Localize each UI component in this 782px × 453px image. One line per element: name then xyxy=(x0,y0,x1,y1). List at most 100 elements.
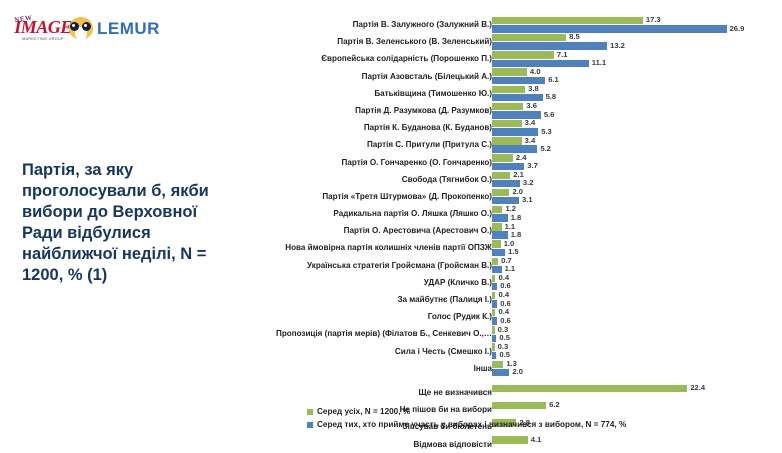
legend-label-all: Серед усіх, N = 1200, % xyxy=(317,407,411,416)
bar-blue xyxy=(492,300,498,308)
bar-value-label: 2.0 xyxy=(512,187,523,197)
category-label: Партія В. Залужного (Залужний В.) xyxy=(352,20,492,29)
bar-value-label: 1.8 xyxy=(510,229,522,239)
category-label: Європейська солідарність (Порошенко П.) xyxy=(321,54,492,64)
bar-group: 2.0 3.1 xyxy=(492,187,782,205)
bar-wrapper: 0.3 xyxy=(492,325,782,334)
bar-group: 1.2 1.8 xyxy=(492,204,782,222)
bar-value-label: 1.1 xyxy=(504,221,516,231)
bar-group: 17.3 26.9 xyxy=(492,15,782,33)
bar-blue xyxy=(492,265,502,274)
bar-value-label: 0.6 xyxy=(500,298,511,308)
bar-wrapper: 0.4 xyxy=(492,273,782,283)
chart-row: Зіпсував би бюлетень 2.8 xyxy=(228,418,782,435)
bar-wrapper: 6.1 xyxy=(492,75,782,85)
chart-row: Нова ймовірна партія колишніх членів пар… xyxy=(228,239,782,256)
chart-row: Партія О. Арестовича (Арестович О.) 1.1 1.… xyxy=(228,222,782,239)
bar-value-label: 3.8 xyxy=(528,84,539,94)
bar-wrapper: 11.1 xyxy=(492,58,782,67)
bar-group: 0.7 1.1 xyxy=(492,256,782,274)
bar-green xyxy=(492,102,524,111)
chart-row: Партія Д. Разумкова (Д. Разумков) 3.6 5.6 xyxy=(228,101,782,119)
bar-value-label: 4.1 xyxy=(530,434,542,444)
category-label: Партія «Третя Штурмова» (Д. Прокопенко) xyxy=(322,191,492,201)
bar-value-label: 17.3 xyxy=(645,15,661,25)
bar-wrapper: 1.1 xyxy=(492,221,782,231)
bar-value-label: 4.0 xyxy=(529,66,541,76)
category-label: Радикальна партія О. Ляшка (Ляшко О.) xyxy=(333,209,492,219)
bar-wrapper: 0.6 xyxy=(492,281,782,290)
bar-blue xyxy=(492,59,589,67)
bar-group: 0.3 0.5 xyxy=(492,341,782,360)
bar-wrapper: 0.3 xyxy=(492,341,782,351)
legend-item-all: Серед усіх, N = 1200, % xyxy=(307,405,626,418)
bar-group: 2.8 xyxy=(492,418,782,435)
bar-wrapper: 3.8 xyxy=(492,84,782,94)
bar-blue xyxy=(492,197,520,205)
bar-green xyxy=(492,274,496,283)
chart-row: УДАР (Кличко В.) 0.4 0.6 xyxy=(228,273,782,291)
lemur-logo-text: LEMUR xyxy=(97,19,160,38)
bar-blue xyxy=(492,76,546,85)
legend-label-decided: Серед тих, хто прийме участь у виборах і… xyxy=(317,420,627,429)
category-label: Сила і Честь (Смешко І.) xyxy=(394,346,492,356)
bar-green xyxy=(492,137,522,145)
category-label: Партія К. Буданова (К. Буданов) xyxy=(363,123,492,133)
bar-wrapper: 5.6 xyxy=(492,110,782,119)
bar-blue xyxy=(492,214,508,222)
bar-wrapper: 0.4 xyxy=(492,307,782,316)
lemur-face-icon xyxy=(68,17,94,41)
category-label: Ще не визначився xyxy=(418,387,492,397)
bar-wrapper: 0.5 xyxy=(492,350,782,359)
bar-blue xyxy=(492,368,510,377)
category-label: Партія Д. Разумкова (Д. Разумков) xyxy=(355,105,492,115)
category-label: За майбутнє (Палиця І.) xyxy=(397,295,492,304)
bar-value-label: 0.4 xyxy=(498,273,510,283)
chart-row: Голос (Рудик К.) 0.4 0.6 xyxy=(228,307,782,325)
category-label: Українська стратегія Гройсмана (Гройсман… xyxy=(307,260,492,270)
bar-value-label: 5.8 xyxy=(545,92,557,102)
bar-value-label: 0.4 xyxy=(498,290,510,300)
bar-green xyxy=(492,291,496,300)
bar-wrapper: 1.3 xyxy=(492,359,782,369)
bar-wrapper: 1.5 xyxy=(492,247,782,256)
new-image-logo-sub-text: MARKETING GROUP xyxy=(22,36,64,42)
category-label: Нова ймовірна партія колишніх членів пар… xyxy=(285,243,492,253)
chart-row: Пропозиція (партія мерів) (Філатов Б., С… xyxy=(228,325,782,342)
category-label: Партія В. Зеленського (В. Зеленський) xyxy=(337,37,492,47)
bar-wrapper: 0.4 xyxy=(492,290,782,300)
chart-row: Партія «Третя Штурмова» (Д. Прокопенко) 2… xyxy=(228,187,782,205)
bar-value-label: 3.4 xyxy=(524,135,536,145)
chart-row: Партія С. Притули (Притула С.) 3.4 5.2 xyxy=(228,136,782,153)
bar-green xyxy=(492,419,517,427)
bar-wrapper: 4.1 xyxy=(492,434,782,444)
category-label: Партія С. Притули (Притула С.) xyxy=(366,140,492,150)
bar-green xyxy=(492,360,504,369)
bar-wrapper: 26.9 xyxy=(492,24,782,33)
bar-group: 0.3 0.5 xyxy=(492,325,782,342)
bar-value-label: 5.3 xyxy=(541,126,552,136)
bar-value-label: 1.0 xyxy=(503,238,515,248)
bar-value-label: 0.3 xyxy=(497,341,509,351)
bar-group: 2.1 3.2 xyxy=(492,170,782,188)
bar-wrapper: 1.1 xyxy=(492,264,782,274)
bar-group: 4.1 xyxy=(492,434,782,453)
chart-row: За майбутнє (Палиця І.) 0.4 0.6 xyxy=(228,290,782,308)
bar-blue xyxy=(492,42,608,50)
category-label: Батьківщина (Тимошенко Ю.) xyxy=(374,88,492,98)
bar-blue xyxy=(492,25,727,33)
bar-wrapper: 0.5 xyxy=(492,333,782,342)
bar-blue xyxy=(492,162,525,171)
category-label: Партія О. Гончаренко (О. Гончаренко) xyxy=(341,157,492,167)
bar-green xyxy=(492,436,528,444)
legend-item-decided: Серед тих, хто прийме участь у виборах і… xyxy=(307,418,626,431)
bar-blue xyxy=(492,334,497,342)
bar-value-label: 1.8 xyxy=(510,212,522,222)
chart-row: Свобода (Тягнибок О.) 2.1 3.2 xyxy=(228,170,782,188)
bar-group: 6.2 xyxy=(492,400,782,418)
bar-value-label: 2.8 xyxy=(519,417,530,427)
category-label: Партія Азовсталь (Білецький А.) xyxy=(361,71,492,81)
chart-row: Сила і Честь (Смешко І.) 0.3 0.5 xyxy=(228,341,782,360)
bar-green xyxy=(492,205,503,214)
chart-row: Партія К. Буданова (К. Буданов) 3.4 5.3 xyxy=(228,118,782,136)
